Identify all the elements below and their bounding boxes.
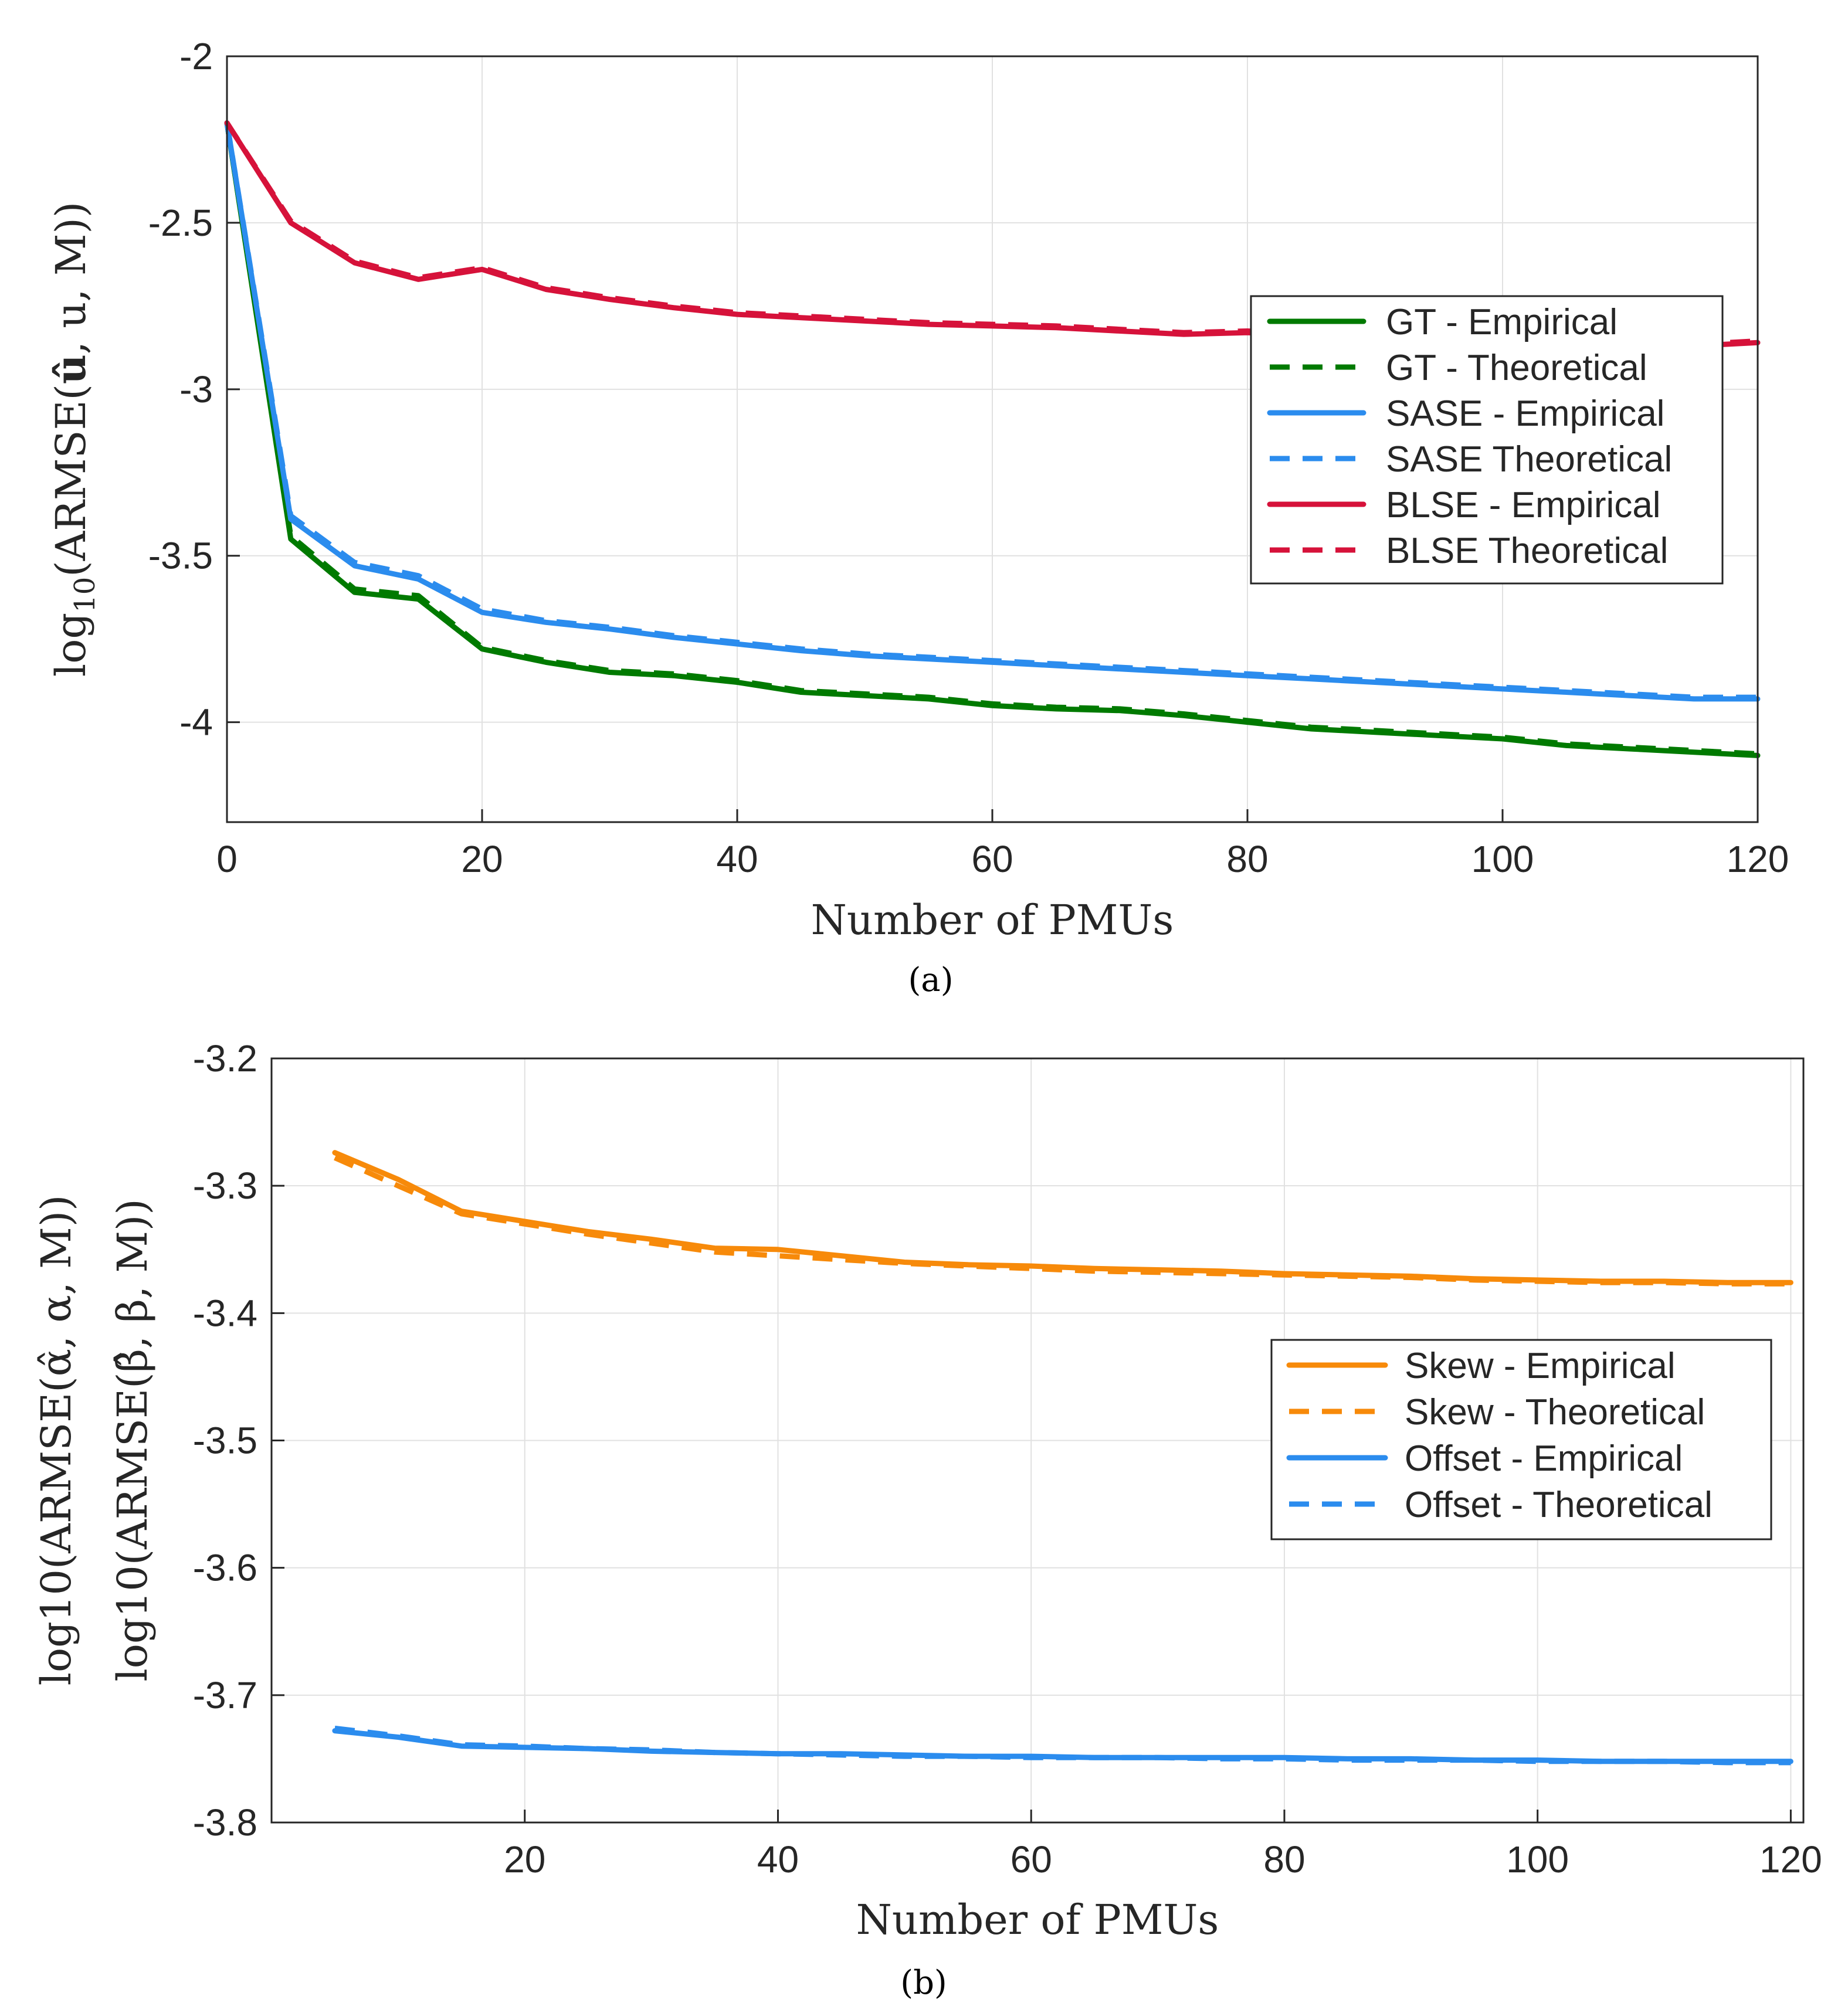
chart-b-legend: Skew - Empirical Skew - Theoretical Offset…	[1270, 1339, 1772, 1540]
chart-a-x-tick-label-1: 20	[461, 838, 503, 880]
chart-a-y-tick-label-2: -3	[179, 368, 213, 410]
chart-b-x-tick-label-1: 40	[757, 1838, 799, 1881]
chart-b-legend-label-2: Offset - Empirical	[1405, 1438, 1683, 1479]
chart-a-x-tick-label-3: 60	[971, 838, 1013, 880]
chart-b-y-tick-label-1: -3.3	[193, 1165, 257, 1207]
chart-a-x-tick-label-4: 80	[1226, 838, 1268, 880]
chart-panel-b: 20 40 60 80 100 120 -3.2-3.3-3.4-3.5-3.6-3.7-…	[32, 1037, 1822, 2002]
chart-b-x-tick-label-2: 60	[1011, 1838, 1052, 1881]
chart-b-x-tick-label-4: 100	[1506, 1838, 1569, 1881]
chart-b-x-ticks: 20 40 60 80 100 120	[504, 1810, 1822, 1881]
chart-b-y-tick-label-6: -3.8	[193, 1801, 257, 1844]
chart-a-legend: GT - Empirical GT - Theoretical SASE - Emp…	[1250, 295, 1724, 585]
chart-a-series-line-1	[224, 122, 1758, 757]
chart-a-y-tick-label-0: -2	[179, 35, 213, 77]
chart-a-x-ticks: 0 20 40 60 80 100 120	[216, 809, 1789, 880]
chart-b-x-tick-label-3: 80	[1263, 1838, 1305, 1881]
chart-b-legend-label-1: Skew - Theoretical	[1405, 1392, 1705, 1433]
chart-b-x-tick-label-5: 120	[1759, 1838, 1822, 1881]
chart-b-y-tick-label-3: -3.5	[193, 1420, 257, 1462]
chart-b-legend-label-0: Skew - Empirical	[1405, 1346, 1676, 1386]
chart-a-x-axis-label: Number of PMUs	[811, 896, 1174, 944]
panel-label-a: (a)	[908, 961, 953, 999]
chart-b-series	[332, 1150, 1793, 1766]
chart-a-y-tick-label-1: -2.5	[148, 202, 213, 244]
chart-a-legend-label-3: SASE Theoretical	[1386, 439, 1672, 480]
chart-a-y-ticks: -2 -2.5 -3 -3.5 -4	[148, 35, 240, 744]
chart-a-legend-label-5: BLSE Theoretical	[1386, 531, 1668, 571]
chart-b-series-line-1	[334, 1155, 1791, 1287]
chart-a-y-tick-label-3: -3.5	[148, 535, 213, 577]
chart-b-y-axis-label-alpha: log10(ARMSE(α̂, α, M))	[32, 1195, 80, 1686]
chart-b-y-tick-label-4: -3.6	[193, 1547, 257, 1589]
chart-b-legend-label-3: Offset - Theoretical	[1405, 1485, 1713, 1525]
chart-b-series-line-0	[332, 1150, 1793, 1285]
chart-b-y-tick-label-0: -3.2	[193, 1037, 257, 1080]
chart-panel-a: 0 20 40 60 80 100 120 -2 -2.5 -3 -3.5 -4 Number of…	[46, 35, 1789, 999]
chart-b-y-tick-label-2: -3.4	[193, 1292, 257, 1334]
chart-b-x-tick-label-0: 20	[504, 1838, 545, 1881]
chart-a-legend-box	[1250, 295, 1724, 585]
chart-a-x-tick-label-5: 100	[1471, 838, 1534, 880]
chart-a-x-tick-label-0: 0	[216, 838, 238, 880]
panel-label-b: (b)	[900, 1964, 947, 2002]
chart-a-y-tick-label-4: -4	[179, 701, 213, 744]
chart-b-y-tick-label-5: -3.7	[193, 1674, 257, 1716]
chart-b-x-axis-label: Number of PMUs	[856, 1896, 1219, 1944]
chart-a-x-tick-label-6: 120	[1727, 838, 1789, 880]
chart-b-y-ticks: -3.2 -3.3 -3.4 -3.5 -3.6 -3.7 -3.8	[193, 1037, 284, 1844]
chart-a-legend-label-0: GT - Empirical	[1386, 302, 1618, 342]
chart-a-legend-label-4: BLSE - Empirical	[1386, 485, 1661, 525]
chart-a-y-axis-label: log10(ARMSE(û, u, M))	[46, 202, 101, 677]
chart-a-legend-label-2: SASE - Empirical	[1386, 393, 1664, 434]
chart-a-legend-label-1: GT - Theoretical	[1386, 348, 1647, 388]
chart-b-y-axis-label-beta: log10(ARMSE(β̂, β, M))	[108, 1199, 157, 1681]
chart-b-series-line-3	[334, 1725, 1791, 1766]
chart-a-x-tick-label-2: 40	[716, 838, 758, 880]
chart-a-series-line-3	[224, 122, 1758, 700]
